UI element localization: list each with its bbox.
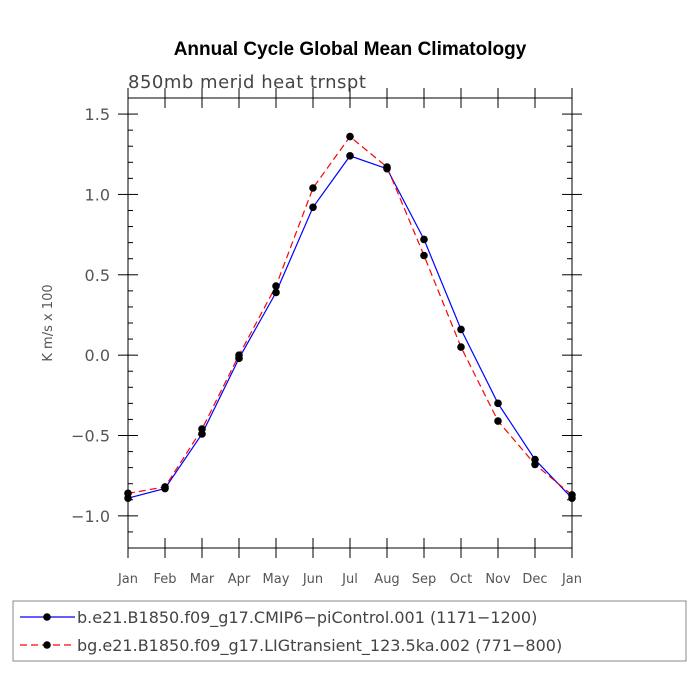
x-tick-label: Jan (561, 572, 582, 587)
series-2-point (420, 251, 428, 260)
x-tick-label: Sep (412, 572, 437, 587)
x-tick-label: May (263, 572, 290, 587)
legend-marker-2 (43, 641, 51, 649)
series-1-point (272, 288, 280, 297)
series-2-point (198, 425, 206, 433)
y-tick-label: 0.5 (85, 266, 110, 285)
x-tick-label: Aug (374, 572, 399, 587)
series-2-point (494, 417, 502, 425)
y-axis-ticks: −1.0 −0.5 0.0 0.5 1.0 1.5 (71, 105, 582, 533)
x-tick-label: Oct (450, 572, 472, 587)
legend-label-1: b.e21.B1850.f09_g17.CMIP6−piControl.001 … (77, 608, 537, 628)
x-tick-label: Jan (117, 572, 138, 587)
series-1-point (457, 325, 465, 334)
x-tick-label: Apr (228, 572, 251, 587)
series-2-point (568, 491, 576, 499)
y-tick-label: −1.0 (71, 507, 110, 526)
series-line-1 (127, 155, 573, 499)
y-tick-label: 0.0 (85, 346, 110, 365)
x-tick-label: Feb (153, 572, 176, 587)
series-1-point (494, 399, 502, 408)
series-1-point (420, 235, 428, 244)
series-2-point (235, 351, 243, 359)
x-axis-ticks: Jan Feb Mar Apr May Jun Jul Aug Sep Oct Nov Dec Jan (117, 88, 582, 587)
chart-subtitle: 850mb merid heat trnspt (128, 72, 366, 93)
x-tick-label: Nov (485, 572, 511, 587)
chart-title: Annual Cycle Global Mean Climatology (174, 39, 527, 60)
legend-box (12, 600, 687, 662)
y-tick-label: −0.5 (71, 427, 110, 446)
series-2-point (531, 460, 539, 469)
plot-frame (127, 97, 573, 549)
series-2-point (161, 483, 169, 491)
y-axis-label: K m/s x 100 (41, 284, 56, 361)
legend-marker-1 (43, 613, 51, 621)
series-2-point (383, 163, 391, 171)
x-tick-label: Jun (302, 572, 323, 587)
series-1-point (309, 203, 317, 212)
y-tick-label: 1.5 (85, 105, 110, 124)
series-2-point (272, 282, 280, 290)
series-2-point (309, 184, 317, 192)
x-tick-label: Dec (522, 572, 547, 587)
series-2-point (124, 489, 132, 498)
legend-label-2: bg.e21.B1850.f09_g17.LIGtransient_123.5k… (77, 636, 562, 656)
legend: b.e21.B1850.f09_g17.CMIP6−piControl.001 … (20, 608, 562, 656)
x-tick-label: Mar (190, 572, 215, 587)
series-layer (124, 132, 576, 502)
series-2-point (346, 132, 354, 141)
series-1-point (346, 152, 354, 160)
series-2-point (457, 343, 465, 351)
x-tick-label: Jul (341, 572, 358, 587)
y-tick-label: 1.0 (85, 185, 110, 204)
series-line-2 (127, 135, 573, 496)
